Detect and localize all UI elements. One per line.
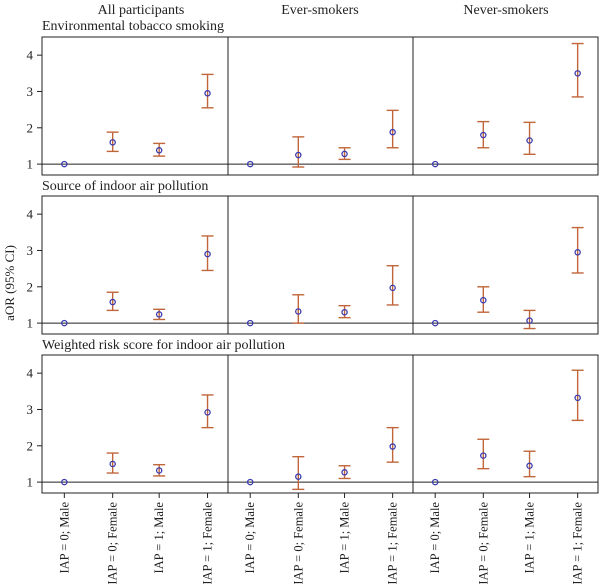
y-tick-label: 1 xyxy=(27,157,34,172)
estimate-point xyxy=(480,452,487,459)
estimate-point xyxy=(526,317,533,324)
y-tick-label: 2 xyxy=(27,279,34,294)
estimate-point xyxy=(295,473,302,480)
x-category-label: IAP = 0; Female xyxy=(291,502,305,585)
y-tick-label: 3 xyxy=(27,402,34,417)
estimate-point xyxy=(295,308,302,315)
estimate-point xyxy=(341,469,348,476)
column-header-ever-smokers: Ever-smokers xyxy=(281,3,358,18)
y-tick-label: 2 xyxy=(27,438,34,453)
estimate-point xyxy=(526,137,533,144)
estimate-point xyxy=(295,151,302,159)
estimate-point xyxy=(341,150,348,158)
x-category-label: IAP = 1; Male xyxy=(338,502,352,574)
estimate-point xyxy=(61,319,68,327)
estimate-point xyxy=(480,296,487,304)
y-tick-label: 1 xyxy=(27,475,34,490)
column-header-all-participants: All participants xyxy=(98,3,185,18)
x-category-label: IAP = 1; Male xyxy=(152,502,166,574)
row-panel-frame xyxy=(41,195,599,335)
column-header-never-smokers: Never-smokers xyxy=(463,3,548,18)
y-tick-label: 4 xyxy=(27,207,34,222)
row-panel-frame xyxy=(41,36,599,176)
x-category-label: IAP = 1; Female xyxy=(201,502,215,585)
estimate-point xyxy=(246,319,254,327)
estimate-point xyxy=(204,90,211,97)
estimate-point xyxy=(389,443,396,450)
x-category-label: IAP = 1; Male xyxy=(523,502,537,574)
x-category-label: IAP = 0; Female xyxy=(106,502,120,585)
row-title-weighted-risk-score: Weighted risk score for indoor air pollu… xyxy=(42,338,285,353)
estimate-point xyxy=(341,308,348,316)
estimate-point xyxy=(61,160,68,168)
estimate-point xyxy=(574,70,581,77)
y-tick-label: 1 xyxy=(27,316,34,331)
y-tick-label: 3 xyxy=(27,84,34,99)
estimate-point xyxy=(155,147,163,154)
estimate-point xyxy=(480,131,487,139)
x-category-label: IAP = 0; Male xyxy=(243,502,257,574)
estimate-point xyxy=(61,478,68,486)
estimate-point xyxy=(574,394,581,402)
x-category-label: IAP = 0; Female xyxy=(476,502,490,585)
estimate-point xyxy=(109,460,116,468)
estimate-point xyxy=(204,250,211,258)
y-tick-label: 4 xyxy=(27,366,34,381)
y-axis-label: aOR (95% CI) xyxy=(2,245,17,321)
estimate-point xyxy=(431,478,439,486)
x-category-label: IAP = 1; Female xyxy=(571,502,585,585)
estimate-point xyxy=(574,249,581,256)
estimate-point xyxy=(431,319,439,327)
y-tick-label: 2 xyxy=(27,120,34,135)
estimate-point xyxy=(109,298,116,306)
x-category-label: IAP = 0; Male xyxy=(57,502,71,574)
row-panel-frame xyxy=(41,354,599,494)
row-title-source-indoor-air: Source of indoor air pollution xyxy=(42,179,208,194)
estimate-point xyxy=(246,478,254,486)
estimate-point xyxy=(389,128,396,136)
y-tick-label: 4 xyxy=(27,48,34,63)
estimate-point xyxy=(109,139,116,146)
estimate-point xyxy=(204,409,211,416)
estimate-point xyxy=(431,160,439,168)
y-tick-label: 3 xyxy=(27,243,34,258)
estimate-point xyxy=(246,160,254,168)
estimate-point xyxy=(389,284,396,292)
x-category-label: IAP = 1; Female xyxy=(386,502,400,585)
row-title-environmental-tobacco: Environmental tobacco smoking xyxy=(42,19,224,34)
x-category-label: IAP = 0; Male xyxy=(428,502,442,574)
estimate-point xyxy=(155,467,163,474)
estimate-point xyxy=(155,311,163,318)
estimate-point xyxy=(526,462,533,470)
